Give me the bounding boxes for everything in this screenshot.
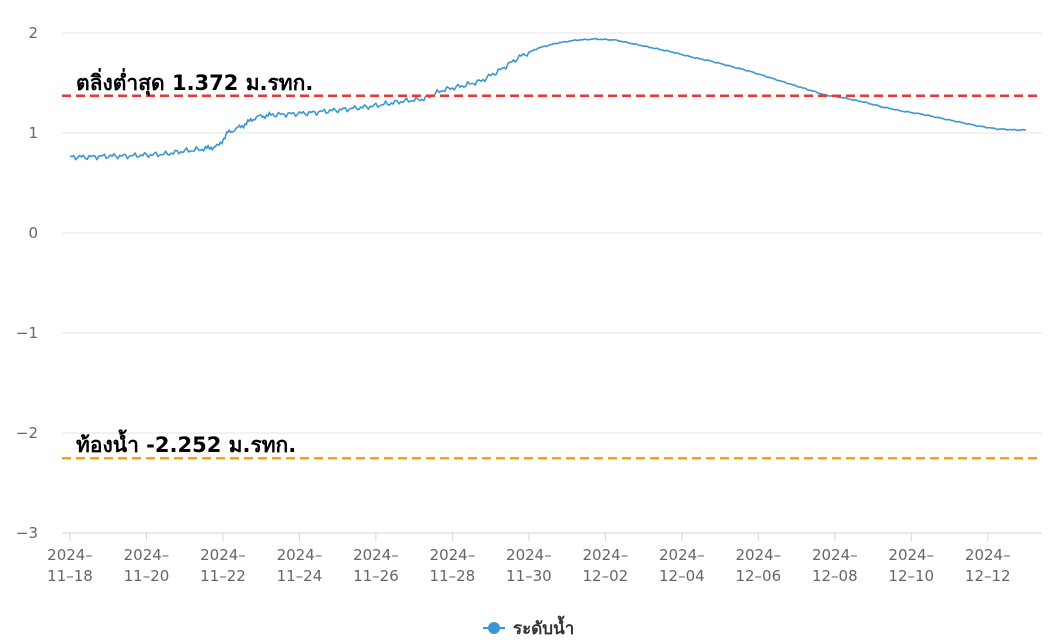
series-line [69, 37, 1027, 161]
legend[interactable]: ระดับน้ำ [483, 615, 574, 639]
x-tick-label: 2024– 11–20 [124, 546, 170, 585]
y-axis-ticks: 2 1 0 −1 −2 −3 [16, 24, 38, 542]
x-tick-label: 2024– 11–22 [200, 546, 246, 585]
x-tick-label: 2024– 11–26 [353, 546, 399, 585]
y-tick-label: −2 [16, 424, 38, 442]
y-tick-label: −3 [16, 524, 38, 542]
y-tick-label: 2 [28, 24, 38, 42]
y-tick-label: −1 [16, 324, 38, 342]
series-layer [69, 37, 1027, 161]
x-axis: 2024– 11–18 2024– 11–20 2024– 11–22 2024– 11–24… [47, 532, 1042, 585]
reference-line-label: ตลิ่งต่ำสุด 1.372 ม.รทก. [76, 67, 313, 97]
x-tick-label: 2024– 12–02 [583, 546, 629, 585]
x-tick-label: 2024– 11–24 [277, 546, 323, 585]
x-tick-label: 2024– 12–06 [735, 546, 781, 585]
y-tick-label: 1 [28, 124, 38, 142]
x-tick-label: 2024– 12–10 [888, 546, 934, 585]
reference-lines: ตลิ่งต่ำสุด 1.372 ม.รทก. ท้องน้ำ -2.252 ม… [62, 67, 1042, 460]
x-tick-label: 2024– 11–28 [430, 546, 476, 585]
y-tick-label: 0 [28, 224, 38, 242]
legend-marker-icon [488, 622, 500, 634]
legend-label: ระดับน้ำ [513, 615, 574, 639]
x-tick-label: 2024– 11–30 [506, 546, 552, 585]
x-tick-label: 2024– 12–12 [965, 546, 1011, 585]
x-tick-label: 2024– 12–08 [812, 546, 858, 585]
x-tick-label: 2024– 11–18 [47, 546, 93, 585]
reference-line-label: ท้องน้ำ -2.252 ม.รทก. [76, 429, 296, 457]
x-tick-label: 2024– 12–04 [659, 546, 705, 585]
